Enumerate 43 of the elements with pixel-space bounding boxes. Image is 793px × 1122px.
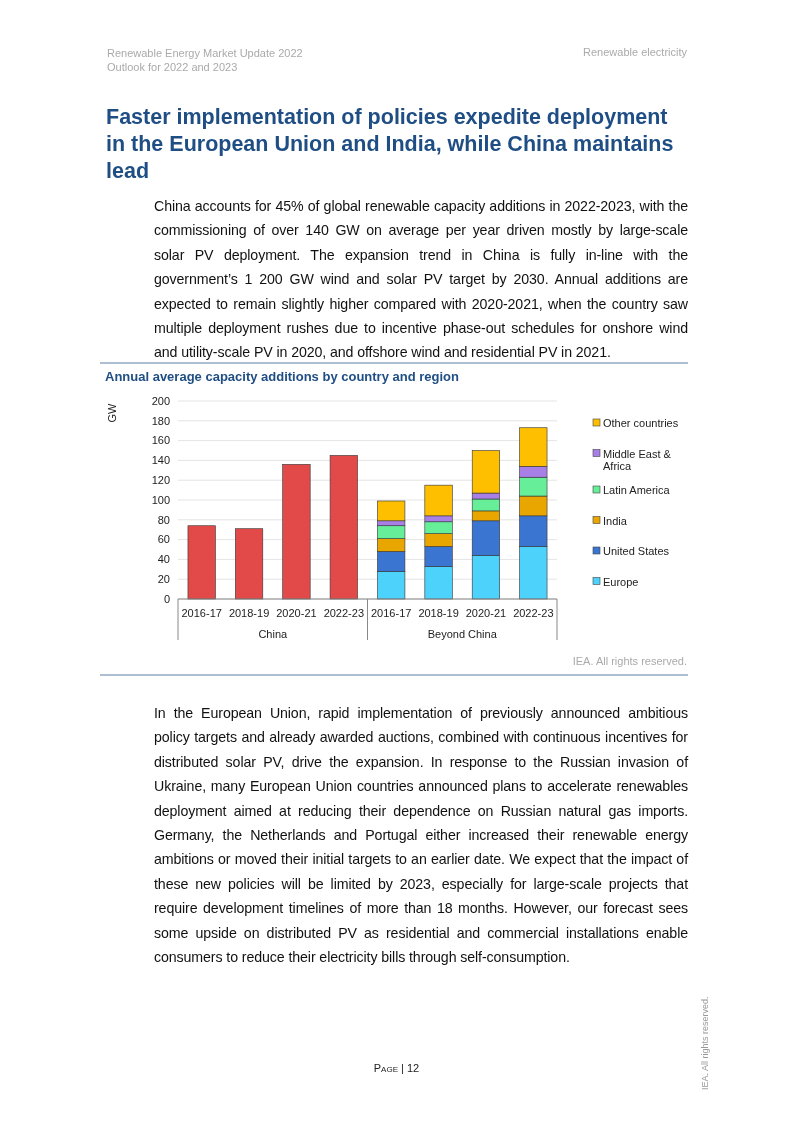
text: Beyond China xyxy=(427,628,498,640)
x-tick-label: 2018-19 xyxy=(228,607,270,619)
y-tick-label: 120 xyxy=(151,474,170,487)
text: In the European Union, rapid implementation of previously announced ambitious policy targets and already awarded auctions, combined with continuous incentives for distributed solar PV, drive the expansion. In response to the Russian invasion of Ukraine, many European Union countries announced plans to accelerate renewables deployment aimed at reducing their dependence on Russian natural gas imports. Germany, the Netherlands and Portugal either increased their renewable energy ambitions or moved their initial targets to an earlier date. We expect that the impact of these new policies will be limited by 2023, especially for large-scale projects that require development timelines of more than 18 months. However, our forecast sees some upside on distributed PV as residential and commercial installations enable consumers to reduce their electricity bills through self-consumption. xyxy=(154,705,688,966)
y-tick-label: 20 xyxy=(157,573,170,586)
legend-label: Latin America xyxy=(603,484,671,496)
text: IEA. All rights reserved. xyxy=(700,996,710,1090)
x-tick-label: 2016-17 xyxy=(181,607,222,619)
legend-label: Middle East & Africa xyxy=(603,447,672,472)
text: China xyxy=(258,628,288,640)
bar xyxy=(329,455,358,600)
x-tick-label: 2016-17 xyxy=(371,607,412,619)
x-tick-label: 2022-23 xyxy=(513,607,554,619)
y-tick-label: 180 xyxy=(151,414,170,427)
x-tick-label: 2020-21 xyxy=(465,607,507,619)
x-tick-label: 2020-21 xyxy=(276,607,317,619)
y-tick-label: 40 xyxy=(157,553,170,566)
bar xyxy=(187,525,216,600)
chart-title: Annual average capacity additions by country and region xyxy=(105,369,460,384)
text: Page | 12 xyxy=(373,1062,420,1074)
text: Outlook for 2022 and 2023 xyxy=(107,61,238,73)
y-tick-label: 140 xyxy=(151,454,170,467)
legend-label: Other countries xyxy=(603,417,679,429)
text: China accounts for 45% of global renewable capacity additions in 2022-2023, with the commissioning of over 140 GW on average per year driven mostly by large-scale solar PV deployment. The expansion trend in China is fully in-line with the government’s 1 200 GW wind and solar PV target by 2030. Annual additions are expected to remain slightly higher compared with 2020-2021, when the country saw multiple deployment rushes due to incentive phase-out schedules for onshore wind and utility-scale PV in 2020, and offshore wind and residential PV in 2021. xyxy=(154,197,688,363)
bar xyxy=(377,500,406,522)
bar xyxy=(235,528,264,600)
y-tick-label: 60 xyxy=(157,533,170,546)
legend-label: Europe xyxy=(603,575,639,588)
legend-label: India xyxy=(603,514,628,527)
legend-label: United States xyxy=(603,545,670,557)
y-tick-label: 80 xyxy=(157,513,170,526)
x-tick-label: 2022-23 xyxy=(323,607,364,619)
y-tick-label: 100 xyxy=(151,493,170,506)
y-tick-label: 160 xyxy=(151,434,170,447)
text: Renewable electricity xyxy=(583,46,687,58)
y-tick-label: 200 xyxy=(151,394,170,407)
text: Faster implementation of policies expedite deployment in the European Union and India, while China maintains lead xyxy=(106,104,675,185)
text: Renewable Energy Market Update 2022 xyxy=(107,47,303,59)
text: IEA. All rights reserved. xyxy=(572,655,687,667)
y-axis-title: GW xyxy=(106,402,118,423)
x-tick-label: 2018-19 xyxy=(418,607,459,619)
y-tick-label: 0 xyxy=(163,592,170,605)
bar xyxy=(282,464,311,600)
